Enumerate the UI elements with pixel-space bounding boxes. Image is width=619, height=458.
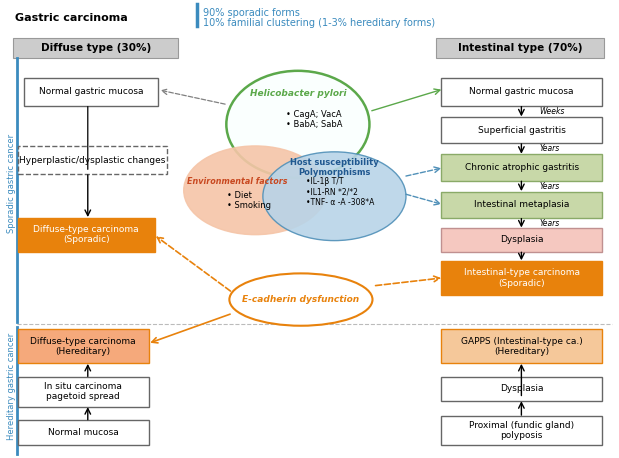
Text: • CagA; VacA
• BabA; SabA: • CagA; VacA • BabA; SabA [286, 110, 342, 130]
FancyBboxPatch shape [441, 377, 602, 401]
Text: Proximal (fundic gland)
polyposis: Proximal (fundic gland) polyposis [469, 421, 574, 440]
Text: 10% familial clustering (1-3% hereditary forms): 10% familial clustering (1-3% hereditary… [204, 18, 436, 28]
Text: Weeks: Weeks [540, 107, 565, 116]
Ellipse shape [263, 152, 406, 240]
Text: • Diet
• Smoking: • Diet • Smoking [227, 191, 271, 210]
FancyBboxPatch shape [18, 218, 155, 252]
Text: Diffuse type (30%): Diffuse type (30%) [41, 43, 151, 53]
FancyBboxPatch shape [24, 78, 158, 106]
Text: Years: Years [540, 218, 560, 228]
Text: Intestinal-type carcinoma
(Sporadic): Intestinal-type carcinoma (Sporadic) [464, 268, 580, 288]
Text: Hyperplastic/dysplastic changes: Hyperplastic/dysplastic changes [19, 156, 165, 165]
FancyBboxPatch shape [436, 38, 604, 58]
Text: In situ carcinoma
pagetoid spread: In situ carcinoma pagetoid spread [45, 382, 122, 402]
Text: Years: Years [540, 182, 560, 191]
FancyBboxPatch shape [18, 377, 149, 407]
FancyBboxPatch shape [18, 329, 149, 363]
FancyBboxPatch shape [441, 228, 602, 252]
Text: Dysplasia: Dysplasia [500, 235, 543, 245]
FancyBboxPatch shape [441, 78, 602, 106]
Text: E-cadherin dysfunction: E-cadherin dysfunction [243, 295, 360, 304]
FancyBboxPatch shape [18, 420, 149, 445]
Text: Intestinal type (70%): Intestinal type (70%) [458, 43, 582, 53]
Text: Environmental factors: Environmental factors [187, 177, 287, 185]
Text: Normal mucosa: Normal mucosa [48, 428, 119, 437]
Text: Normal gastric mucosa: Normal gastric mucosa [38, 87, 143, 97]
FancyBboxPatch shape [441, 261, 602, 295]
Text: Intestinal metaplasia: Intestinal metaplasia [474, 200, 569, 209]
FancyBboxPatch shape [441, 416, 602, 445]
FancyBboxPatch shape [441, 191, 602, 218]
Text: Normal gastric mucosa: Normal gastric mucosa [469, 87, 574, 97]
Text: Dysplasia: Dysplasia [500, 384, 543, 393]
Text: GAPPS (Intestinal-type ca.)
(Hereditary): GAPPS (Intestinal-type ca.) (Hereditary) [461, 337, 582, 356]
Text: Diffuse-type carcinoma
(Hereditary): Diffuse-type carcinoma (Hereditary) [30, 337, 136, 356]
Text: Helicobacter pylori: Helicobacter pylori [249, 89, 346, 98]
Text: Sporadic gastric cancer: Sporadic gastric cancer [7, 134, 15, 233]
Text: •IL-1β T/T
•IL1-RN *2/*2
•TNF- α -A -308*A: •IL-1β T/T •IL1-RN *2/*2 •TNF- α -A -308… [306, 177, 374, 207]
Text: Hereditary gastric cancer: Hereditary gastric cancer [7, 333, 15, 440]
FancyBboxPatch shape [441, 154, 602, 181]
Text: 90% sporadic forms: 90% sporadic forms [204, 8, 300, 18]
Ellipse shape [227, 71, 370, 178]
Text: Superficial gastritis: Superficial gastritis [478, 125, 566, 135]
FancyBboxPatch shape [441, 117, 602, 143]
Text: Years: Years [540, 144, 560, 153]
FancyBboxPatch shape [18, 146, 167, 174]
Ellipse shape [184, 146, 327, 234]
Text: Host susceptibility
Polymorphisms: Host susceptibility Polymorphisms [290, 158, 379, 177]
FancyBboxPatch shape [441, 329, 602, 363]
Text: Chronic atrophic gastritis: Chronic atrophic gastritis [465, 163, 579, 172]
Ellipse shape [230, 273, 373, 326]
FancyBboxPatch shape [13, 38, 178, 58]
Text: Diffuse-type carcinoma
(Sporadic): Diffuse-type carcinoma (Sporadic) [33, 225, 139, 245]
Text: Gastric carcinoma: Gastric carcinoma [15, 13, 128, 23]
